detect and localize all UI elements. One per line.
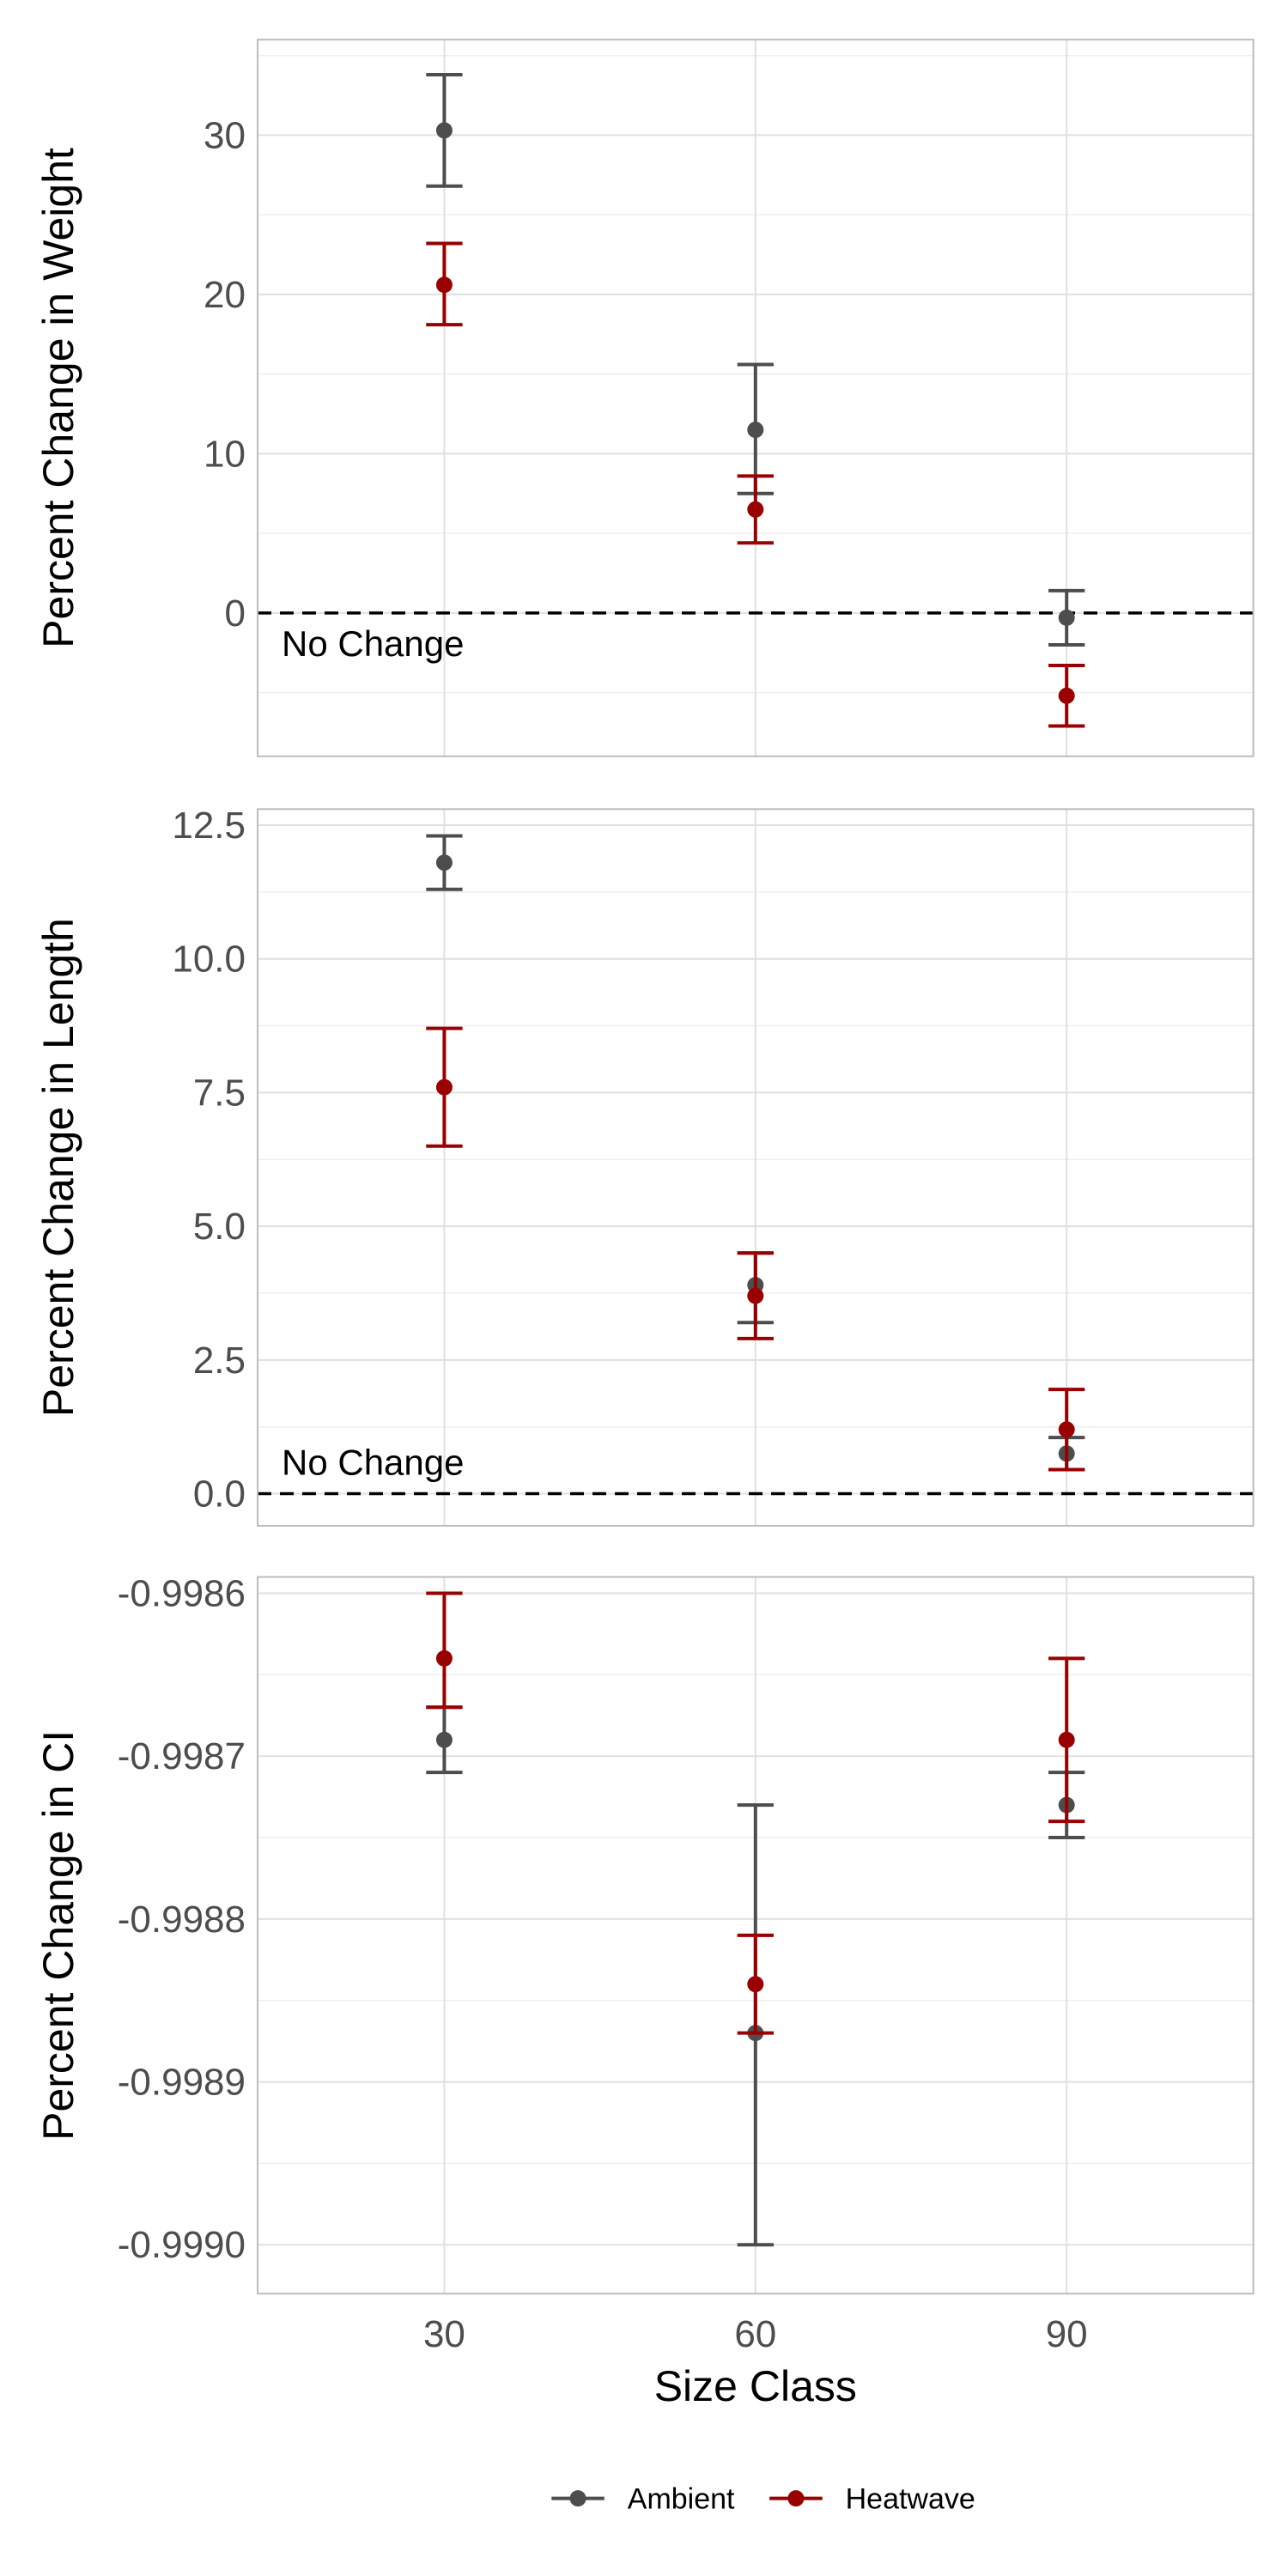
panel-3: -0.9986 -0.9987 -0.9988 -0.9989 -0.9990 Perce… xyxy=(34,1573,1255,2410)
y-tick-label: 2.5 xyxy=(193,1340,246,1382)
data-point xyxy=(747,501,764,518)
y-tick-label: 0.0 xyxy=(193,1473,246,1516)
series-heatwave xyxy=(426,1026,1085,1472)
legend-key-point xyxy=(569,2490,586,2507)
data-point xyxy=(435,854,453,872)
data-point xyxy=(1058,609,1075,626)
data-point xyxy=(435,276,453,294)
y-tick-label: 12.5 xyxy=(172,805,246,847)
y-tick-label: 0 xyxy=(225,592,246,635)
x-axis-title: Size Class xyxy=(654,2362,857,2410)
x-tick-label: 60 xyxy=(734,2313,776,2355)
y-axis-title: Percent Change in CI xyxy=(34,1730,82,2141)
y-tick-label: 20 xyxy=(204,274,246,316)
y-axis-title: Percent Change in Weight xyxy=(34,148,82,648)
y-tick-label: -0.9986 xyxy=(118,1573,246,1615)
y-tick-label: -0.9989 xyxy=(118,2062,246,2104)
y-axis-title: Percent Change in Length xyxy=(34,918,82,1417)
panel-frame xyxy=(257,808,1255,1527)
series-heatwave xyxy=(426,241,1085,728)
y-tick-label: 30 xyxy=(204,114,246,156)
y-tick-label: -0.9987 xyxy=(118,1735,246,1777)
series-ambient xyxy=(426,72,1085,647)
legend-item-ambient: Ambient xyxy=(551,2483,735,2516)
legend-key-point xyxy=(787,2490,805,2507)
data-point xyxy=(435,1649,453,1667)
series-heatwave xyxy=(426,1591,1085,2035)
y-tick-label: 10 xyxy=(204,433,246,475)
y-tick-label: -0.9990 xyxy=(118,2224,246,2266)
y-tick-label: 7.5 xyxy=(193,1072,246,1114)
data-point xyxy=(435,122,453,139)
no-change-label: No Change xyxy=(282,623,464,664)
data-point xyxy=(1058,687,1075,704)
y-tick-label: -0.9988 xyxy=(118,1899,246,1941)
no-change-label: No Change xyxy=(282,1443,464,1483)
data-point xyxy=(1058,1421,1075,1438)
legend-label: Ambient xyxy=(628,2483,735,2516)
legend-label: Heatwave xyxy=(846,2483,975,2516)
data-point xyxy=(747,1976,764,1993)
data-point xyxy=(747,1287,764,1304)
data-point xyxy=(747,422,764,439)
y-tick-label: 5.0 xyxy=(193,1206,246,1248)
panel-frame xyxy=(257,1576,1255,2295)
data-point xyxy=(435,1731,453,1748)
x-tick-label: 30 xyxy=(423,2313,465,2355)
y-tick-label: 10.0 xyxy=(172,939,246,981)
x-tick-label: 90 xyxy=(1046,2313,1088,2355)
panel-1: No Change 0 10 20 30 Percent Change in Weight xyxy=(34,39,1255,757)
panel-2: No Change 0.0 2.5 5.0 7.5 10.0 12.5 Percent Cha… xyxy=(34,805,1255,1527)
legend: Ambient Heatwave xyxy=(551,2483,975,2516)
data-point xyxy=(435,1078,453,1096)
data-point xyxy=(1058,1731,1075,1748)
legend-item-heatwave: Heatwave xyxy=(769,2483,975,2516)
panel-frame xyxy=(257,39,1255,757)
